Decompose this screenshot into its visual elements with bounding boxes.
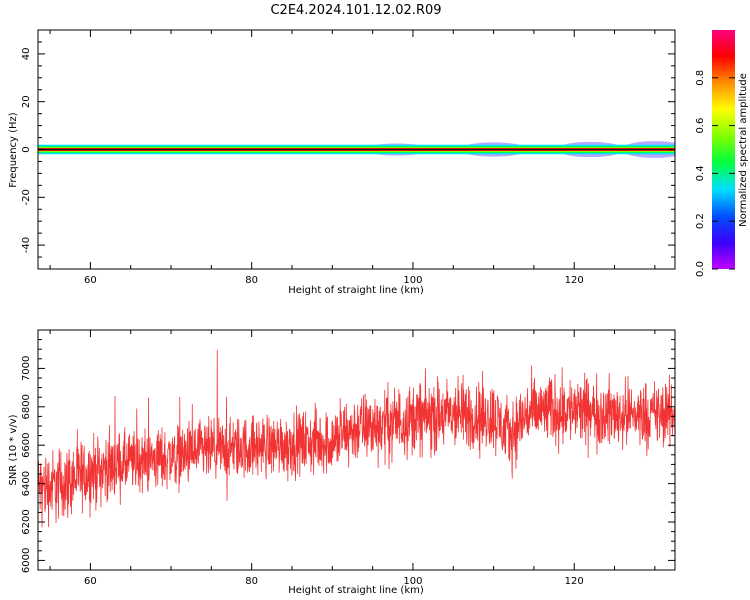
snr-ytick-label: 6600 xyxy=(21,432,32,457)
spectrogram-ytick-label: -20 xyxy=(21,189,32,205)
colorbar-gradient xyxy=(712,30,735,269)
spectrogram-ytick-label: -40 xyxy=(21,237,32,253)
spectrogram-ytick-label: 0 xyxy=(21,146,32,152)
spectrogram-xtick-label: 80 xyxy=(245,275,258,286)
snr-series-line xyxy=(38,350,675,528)
spectrogram-xtick-label: 60 xyxy=(84,275,97,286)
spectrogram-frame xyxy=(37,29,676,270)
snr-ytick-label: 6400 xyxy=(21,471,32,496)
colorbar: 0.0 0.2 0.4 0.6 0.8 Normalized spectral ampl… xyxy=(695,30,749,277)
snr-ylabel: SNR (10 * v/v) xyxy=(8,414,19,485)
colorbar-tick-label: 0.8 xyxy=(695,70,706,86)
snr-ytick-label: 6000 xyxy=(21,548,32,573)
snr-ytick-label: 6800 xyxy=(21,394,32,419)
spectrogram-ytick-label: 40 xyxy=(21,48,32,61)
chart-title: C2E4.2024.101.12.02.R09 xyxy=(270,3,441,18)
spectrogram-axes: 60 80 100 120 40 20 0 -20 -40 xyxy=(21,29,675,286)
snr-xtick-label: 60 xyxy=(84,576,97,587)
snr-xlabel: Height of straight line (km) xyxy=(288,585,424,596)
colorbar-tick-label: 0.4 xyxy=(695,165,706,181)
spectrogram-xlabel: Height of straight line (km) xyxy=(288,285,424,296)
snr-xtick-label: 80 xyxy=(245,576,258,587)
colorbar-ticks: 0.0 0.2 0.4 0.6 0.8 xyxy=(695,70,735,277)
spectrogram-xtick-label: 120 xyxy=(565,275,584,286)
spectrogram-ytick-label: 20 xyxy=(21,95,32,108)
spectrogram-ylabel: Frequency (Hz) xyxy=(8,112,19,188)
colorbar-tick-label: 0.0 xyxy=(695,261,706,277)
snr-frame xyxy=(37,329,676,571)
snr-ytick-label: 6200 xyxy=(21,509,32,534)
snr-xtick-label: 100 xyxy=(403,576,422,587)
snr-panel: 60 80 100 120 6000 6200 6400 6600 6800 7000 Heigh… xyxy=(8,329,676,596)
snr-xtick-label: 120 xyxy=(565,576,584,587)
colorbar-label: Normalized spectral amplitude xyxy=(738,73,749,227)
colorbar-tick-label: 0.2 xyxy=(695,213,706,229)
snr-ytick-label: 7000 xyxy=(21,356,32,381)
colorbar-tick-label: 0.6 xyxy=(695,118,706,134)
snr-axes: 60 80 100 120 6000 6200 6400 6600 6800 7000 xyxy=(21,329,675,587)
spectrogram-xtick-label: 100 xyxy=(403,275,422,286)
spectrogram-ridge xyxy=(38,141,675,158)
spectrogram-panel: 60 80 100 120 40 20 0 -20 -40 Height of straight… xyxy=(8,29,676,296)
